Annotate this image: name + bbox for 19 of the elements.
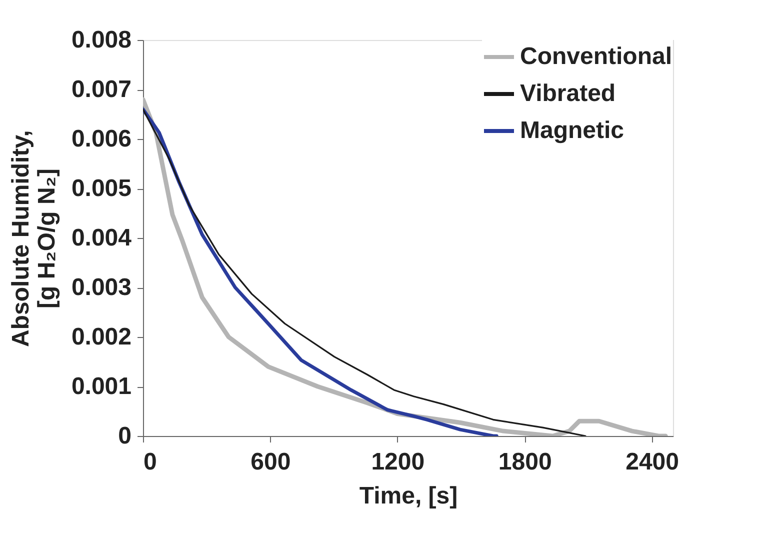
y-tick-label: 0.001 <box>71 373 132 400</box>
x-tick-label: 1200 <box>371 448 425 476</box>
y-axis-title: Absolute Humidity, [g H₂O/g N₂] <box>7 130 60 347</box>
legend-label: Conventional <box>520 43 672 70</box>
x-tick-label: 2400 <box>626 448 679 476</box>
y-tick-label: 0 <box>118 422 132 450</box>
x-tick-label: 1800 <box>498 448 552 476</box>
x-axis-title: Time, [s] <box>359 482 458 510</box>
y-tick-label: 0.008 <box>71 26 132 54</box>
x-tick-label: 600 <box>250 448 291 476</box>
y-tick-label: 0.005 <box>71 175 132 202</box>
y-tick-label: 0.004 <box>71 224 132 252</box>
legend-label: Magnetic <box>520 117 624 144</box>
y-tick-label: 0.007 <box>71 76 132 103</box>
legend-label: Vibrated <box>520 80 616 107</box>
y-tick-label: 0.003 <box>71 274 132 301</box>
y-tick-label: 0.002 <box>71 324 132 350</box>
x-tick-label: 0 <box>144 448 157 476</box>
y-tick-label: 0.006 <box>71 126 132 152</box>
